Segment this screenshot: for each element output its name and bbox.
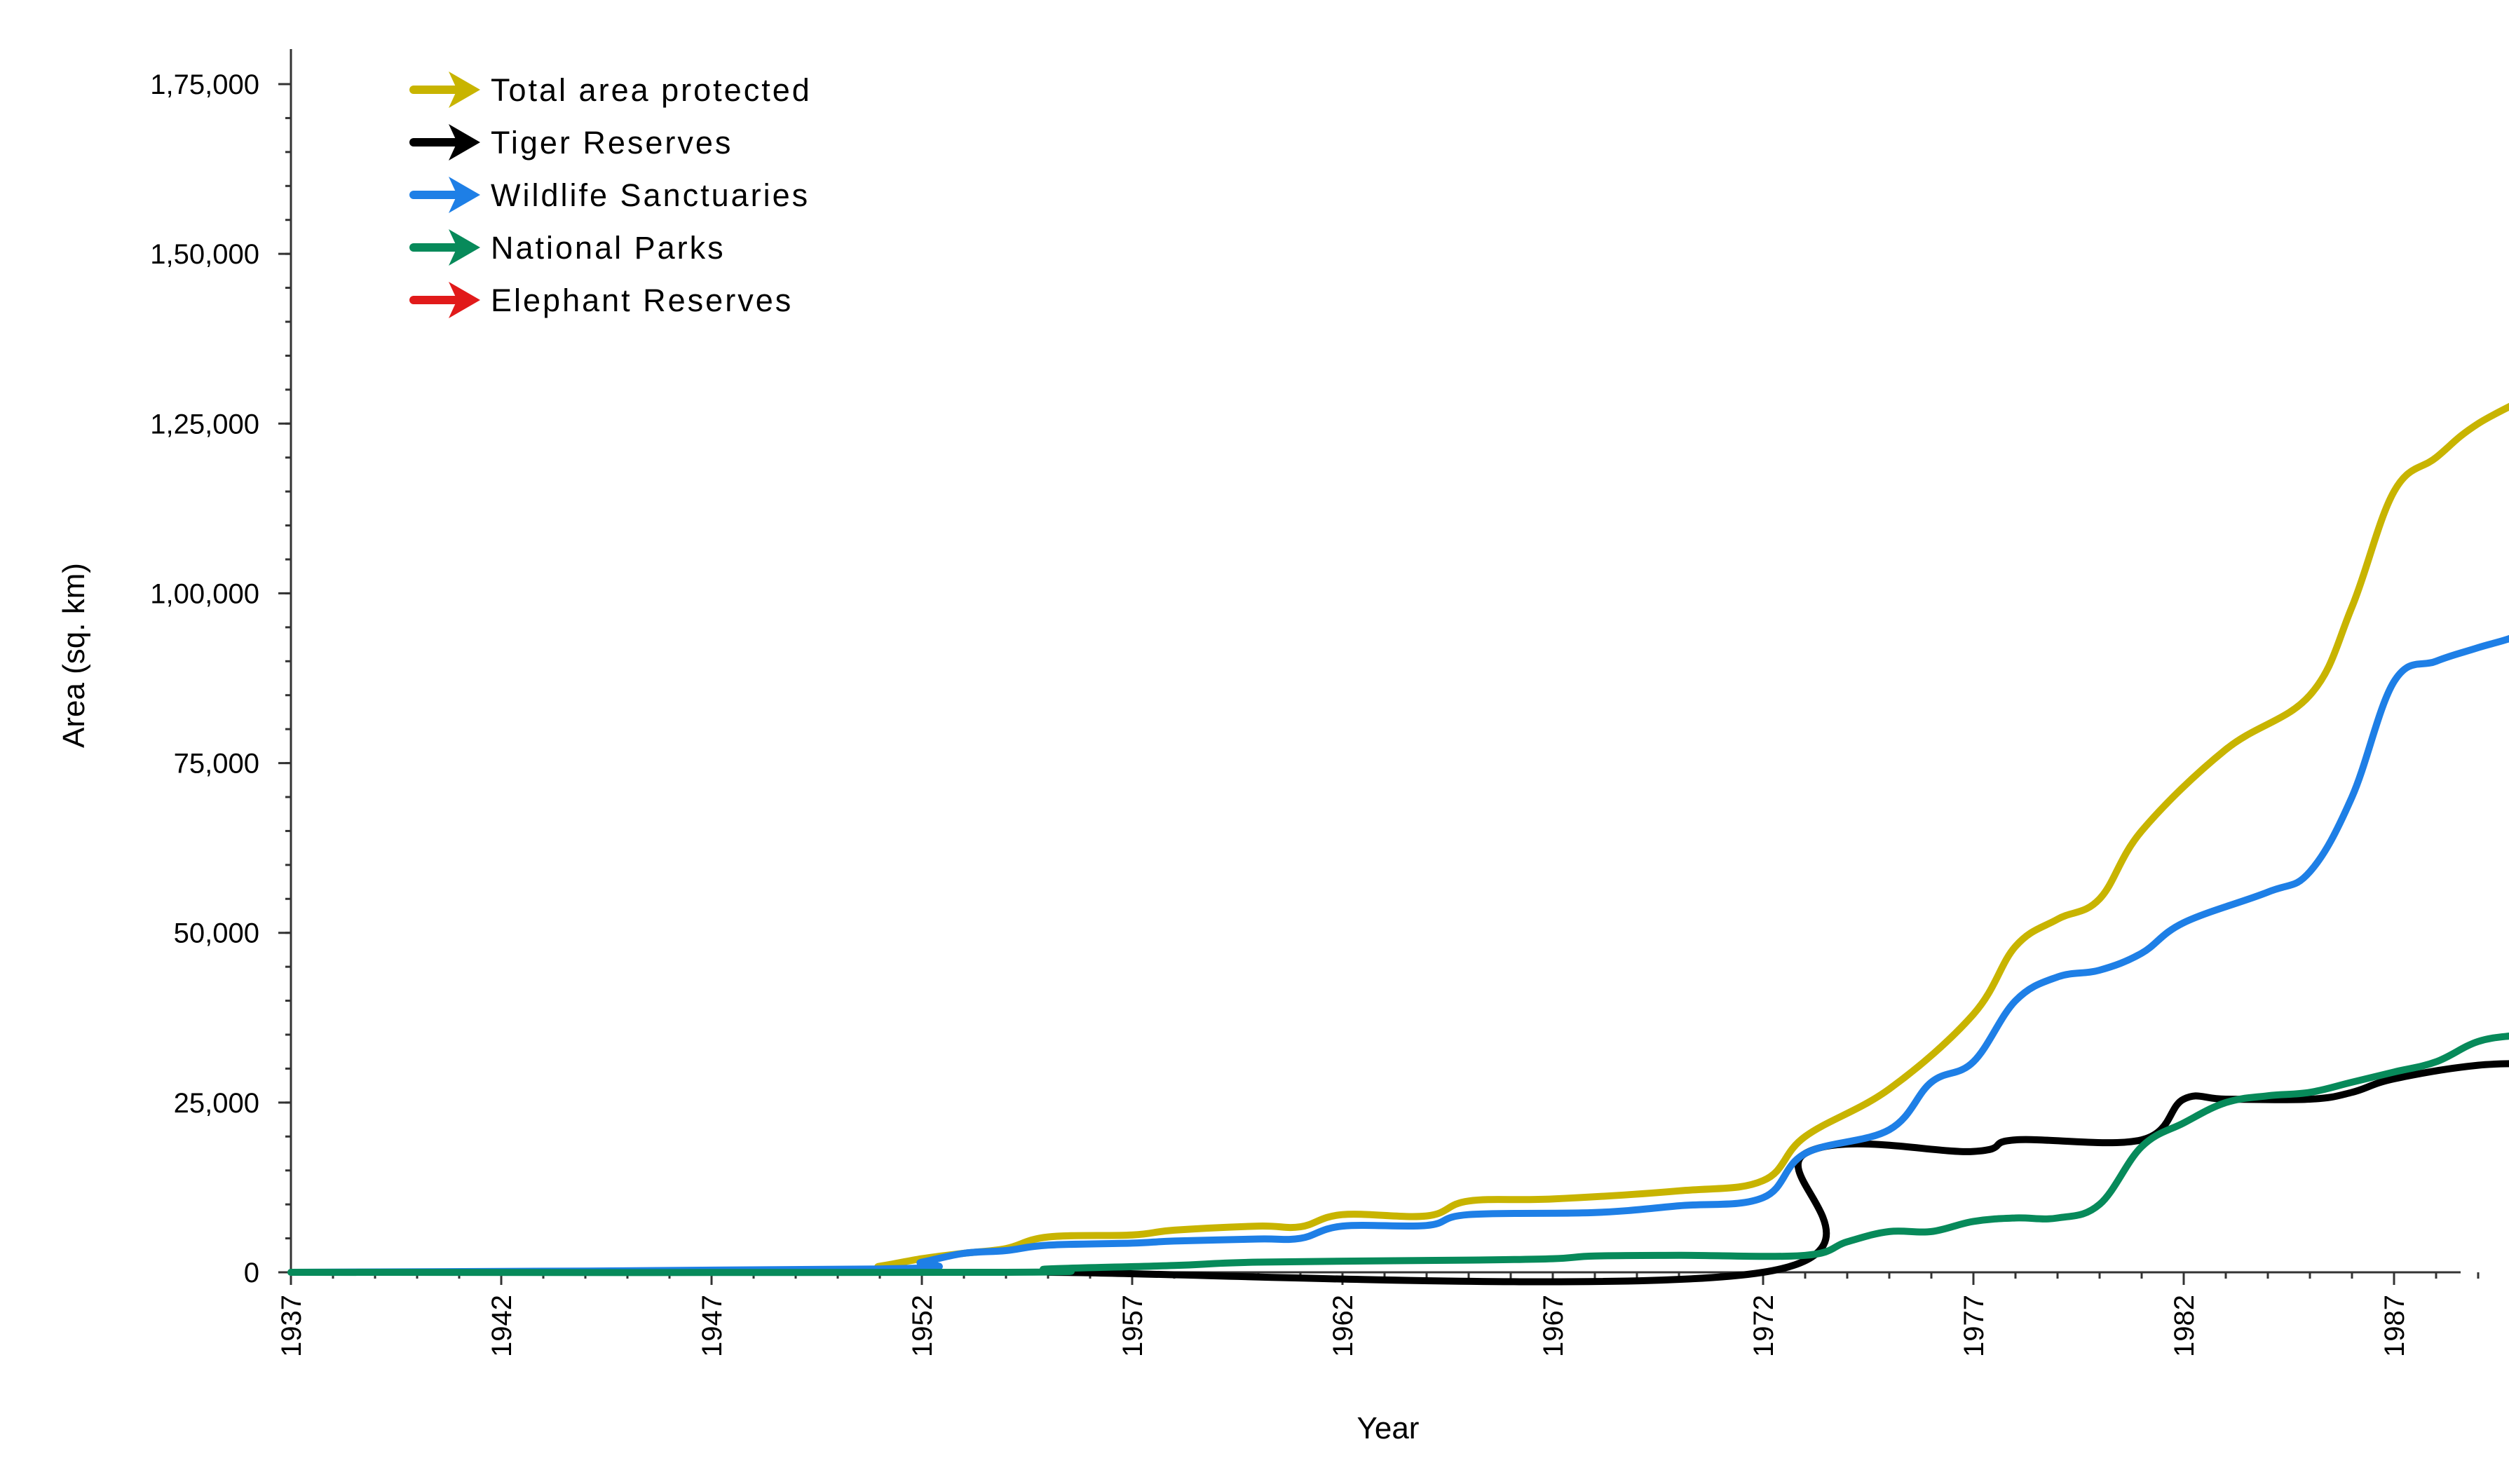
axes: 0 25,000 50,000 75,000 1,00,000 1,25,000 1,50,… (150, 49, 2480, 1357)
x-tick-label: 1967 (1538, 1295, 1569, 1357)
legend-label: Total area protected (491, 72, 812, 108)
y-tick-label: 25,000 (174, 1088, 259, 1119)
legend-arrow-icon (449, 177, 480, 213)
series-layer (287, 402, 2509, 1286)
legend-arrow-icon (449, 72, 480, 108)
series-line-wildlife-sanctuaries (287, 634, 2509, 1276)
legend: Total area protected Tiger Reserves Wildli… (409, 72, 812, 318)
x-tick-label: 1952 (907, 1295, 938, 1357)
legend-arrow-icon (449, 229, 480, 266)
x-tick-label: 1957 (1117, 1295, 1148, 1357)
series-line-total-area-protected (287, 402, 2509, 1276)
x-tick-label: 1982 (2169, 1295, 2200, 1357)
x-tick-label: 1972 (1748, 1295, 1779, 1357)
legend-arrow-icon (449, 282, 480, 318)
y-tick-label: 1,00,000 (150, 578, 259, 609)
legend-label: National Parks (491, 230, 726, 266)
series-line-tiger-reserves (1045, 1060, 2509, 1286)
legend-arrow-icon (449, 124, 480, 161)
y-axis-title: Area (sq. km) (57, 563, 91, 748)
legend-item: Tiger Reserves (409, 124, 733, 161)
x-tick-label: 1947 (697, 1295, 728, 1357)
legend-item: Wildlife Sanctuaries (409, 177, 810, 213)
y-tick-label: 1,25,000 (150, 409, 259, 440)
series-line-national-parks (287, 1033, 2509, 1277)
legend-item: National Parks (409, 229, 726, 266)
legend-label: Wildlife Sanctuaries (491, 177, 810, 213)
x-tick-label: 1987 (2379, 1295, 2410, 1357)
y-tick-label: 50,000 (174, 918, 259, 949)
legend-label: Tiger Reserves (491, 125, 733, 161)
legend-label: Elephant Reserves (491, 282, 793, 318)
x-tick-label: 1977 (1959, 1295, 1990, 1357)
legend-item: Total area protected (409, 72, 812, 108)
x-tick-label: 1962 (1328, 1295, 1359, 1357)
x-tick-label: 1937 (276, 1295, 307, 1357)
y-tick-label: 75,000 (174, 749, 259, 780)
y-tick-label: 1,50,000 (150, 239, 259, 270)
legend-item: Elephant Reserves (409, 282, 793, 318)
y-tick-label: 0 (244, 1258, 259, 1288)
x-axis-title: Year (1357, 1411, 1420, 1445)
x-tick-label: 1942 (487, 1295, 517, 1357)
y-tick-label: 1,75,000 (150, 69, 259, 100)
